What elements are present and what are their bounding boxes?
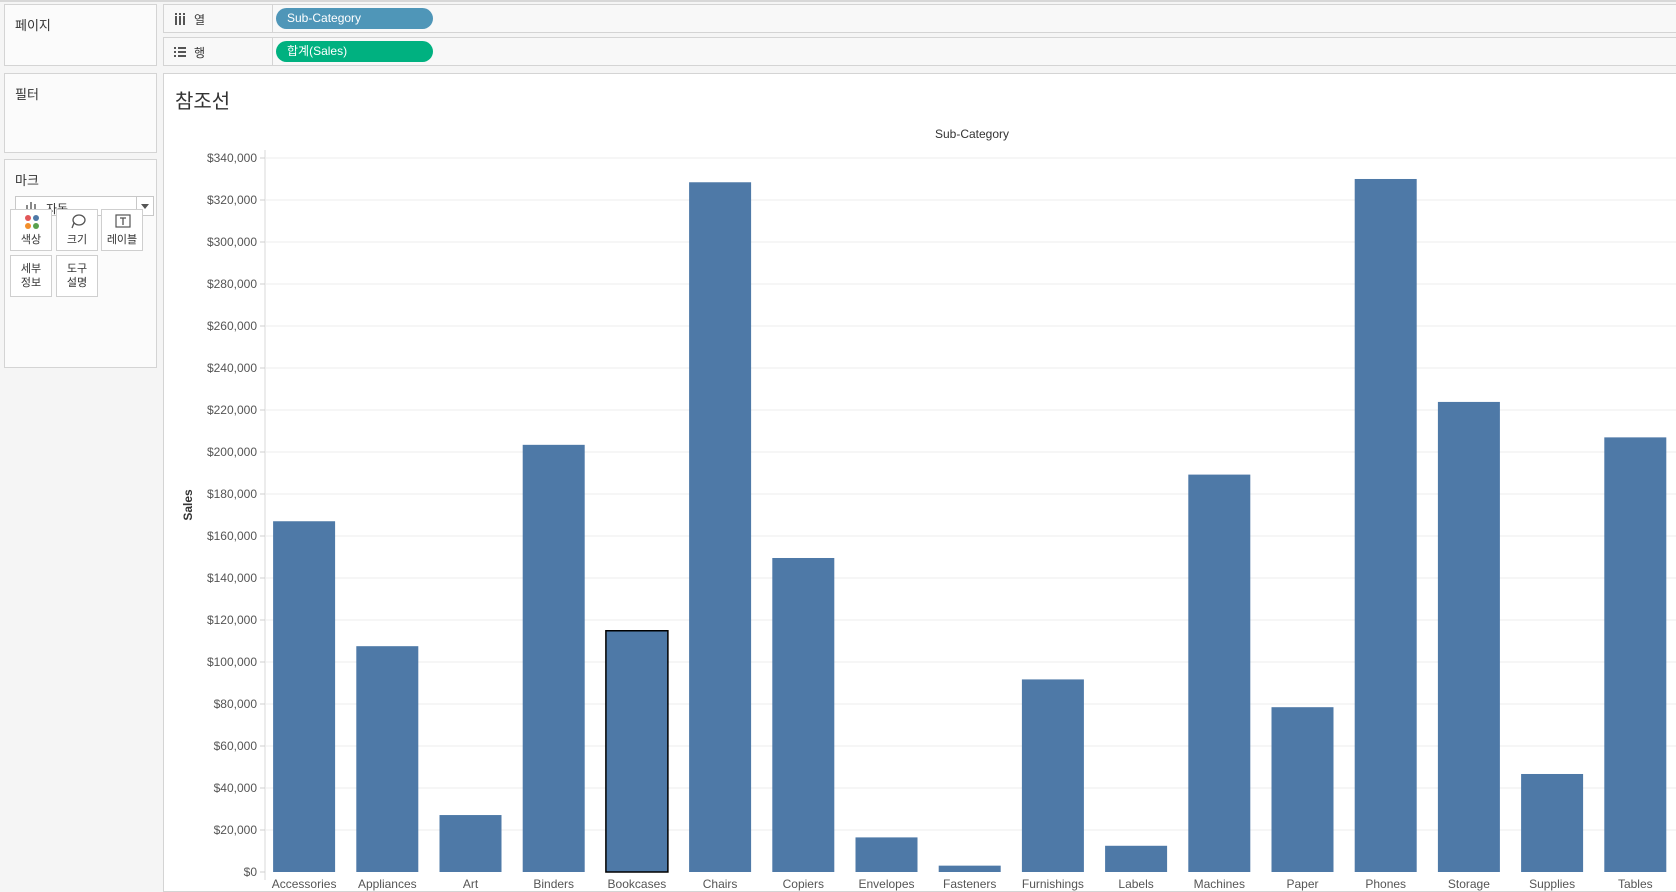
columns-shelf-label: 열 xyxy=(194,13,206,27)
bar-envelopes[interactable] xyxy=(855,837,918,872)
x-tick-label: Labels xyxy=(1118,877,1153,891)
y-tick-label: $140,000 xyxy=(207,571,257,585)
y-tick-label: $280,000 xyxy=(207,277,257,291)
bar-supplies[interactable] xyxy=(1521,773,1584,872)
window-top-border xyxy=(0,0,1676,2)
columns-shelf[interactable]: 열 Sub-Category xyxy=(163,4,1676,33)
bar-machines[interactable] xyxy=(1188,474,1251,872)
detail-button[interactable]: 세부 정보 xyxy=(10,255,52,297)
shelf-divider xyxy=(272,38,273,65)
y-tick-label: $0 xyxy=(244,865,258,879)
bar-chart-icon xyxy=(26,202,36,211)
bar-chairs[interactable] xyxy=(689,182,752,873)
bar-phones[interactable] xyxy=(1354,178,1417,873)
x-tick-label: Phones xyxy=(1365,877,1406,891)
label-button[interactable]: 레이블 xyxy=(101,209,143,251)
y-tick-label: $220,000 xyxy=(207,403,257,417)
tooltip-button-label: 도구 설명 xyxy=(66,263,88,289)
y-tick-label: $20,000 xyxy=(214,823,258,837)
filters-card[interactable]: 필터 xyxy=(4,73,157,153)
x-tick-label: Envelopes xyxy=(858,877,914,891)
x-tick-label: Furnishings xyxy=(1022,877,1084,891)
y-tick-label: $40,000 xyxy=(214,781,258,795)
size-button-label: 크기 xyxy=(66,234,88,246)
x-tick-label: Storage xyxy=(1448,877,1490,891)
y-tick-label: $320,000 xyxy=(207,193,257,207)
bar-storage[interactable] xyxy=(1437,401,1500,872)
x-tick-label: Bookcases xyxy=(608,877,667,891)
y-tick-label: $300,000 xyxy=(207,235,257,249)
column-header-label: Sub-Category xyxy=(935,127,1009,141)
y-tick-label: $100,000 xyxy=(207,655,257,669)
x-tick-label: Supplies xyxy=(1529,877,1575,891)
x-tick-label: Copiers xyxy=(783,877,824,891)
bar-art[interactable] xyxy=(439,815,502,872)
chevron-down-icon[interactable] xyxy=(136,197,153,215)
columns-icon xyxy=(175,13,185,25)
size-button[interactable]: 크기 xyxy=(56,209,98,251)
y-tick-label: $340,000 xyxy=(207,151,257,165)
x-tick-label: Tables xyxy=(1618,877,1653,891)
size-lasso-icon xyxy=(71,214,86,229)
sub-category-pill[interactable]: Sub-Category xyxy=(276,8,433,29)
x-tick-label: Fasteners xyxy=(943,877,996,891)
rows-shelf-label-group: 행 xyxy=(172,44,267,61)
tooltip-button[interactable]: 도구 설명 xyxy=(56,255,98,297)
bar-fasteners[interactable] xyxy=(938,865,1001,872)
bar-labels[interactable] xyxy=(1105,845,1168,872)
bar-bookcases[interactable] xyxy=(605,630,669,873)
columns-shelf-label-group: 열 xyxy=(172,11,267,28)
y-tick-label: $60,000 xyxy=(214,739,258,753)
pages-card[interactable]: 페이지 xyxy=(4,4,157,66)
x-tick-label: Appliances xyxy=(358,877,417,891)
marks-card-title: 마크 xyxy=(15,173,39,188)
color-dots-icon xyxy=(25,215,39,229)
y-tick-label: $180,000 xyxy=(207,487,257,501)
filters-card-title: 필터 xyxy=(15,87,39,102)
color-button-label: 색상 xyxy=(20,234,42,246)
text-label-icon xyxy=(115,214,131,228)
y-tick-label: $240,000 xyxy=(207,361,257,375)
y-tick-label: $80,000 xyxy=(214,697,258,711)
x-tick-label: Accessories xyxy=(272,877,337,891)
bar-tables[interactable] xyxy=(1604,437,1667,872)
bar-accessories[interactable] xyxy=(273,521,336,872)
bar-binders[interactable] xyxy=(522,444,585,872)
y-tick-label: $160,000 xyxy=(207,529,257,543)
sales-sum-pill[interactable]: 합계(Sales) xyxy=(276,41,433,62)
marks-card: 마크 자동 색상 크기 레이블 세부 정보 xyxy=(4,159,157,368)
rows-shelf-label: 행 xyxy=(194,46,206,60)
x-tick-label: Chairs xyxy=(703,877,738,891)
bar-paper[interactable] xyxy=(1271,707,1334,872)
y-tick-label: $120,000 xyxy=(207,613,257,627)
y-tick-label: $200,000 xyxy=(207,445,257,459)
rows-icon xyxy=(174,47,186,57)
bar-furnishings[interactable] xyxy=(1021,679,1084,872)
rows-shelf[interactable]: 행 합계(Sales) xyxy=(163,37,1676,66)
y-tick-label: $260,000 xyxy=(207,319,257,333)
bar-copiers[interactable] xyxy=(772,557,835,872)
pages-card-title: 페이지 xyxy=(15,18,51,33)
x-tick-label: Paper xyxy=(1286,877,1318,891)
label-button-label: 레이블 xyxy=(106,234,138,246)
sheet-title: 참조선 xyxy=(175,91,231,113)
bar-appliances[interactable] xyxy=(356,646,419,872)
x-tick-label: Art xyxy=(463,877,479,891)
x-tick-label: Binders xyxy=(533,877,574,891)
color-button[interactable]: 색상 xyxy=(10,209,52,251)
x-tick-label: Machines xyxy=(1194,877,1245,891)
shelf-divider xyxy=(272,5,273,32)
y-axis-title: Sales xyxy=(181,489,195,521)
detail-button-label: 세부 정보 xyxy=(20,263,42,289)
